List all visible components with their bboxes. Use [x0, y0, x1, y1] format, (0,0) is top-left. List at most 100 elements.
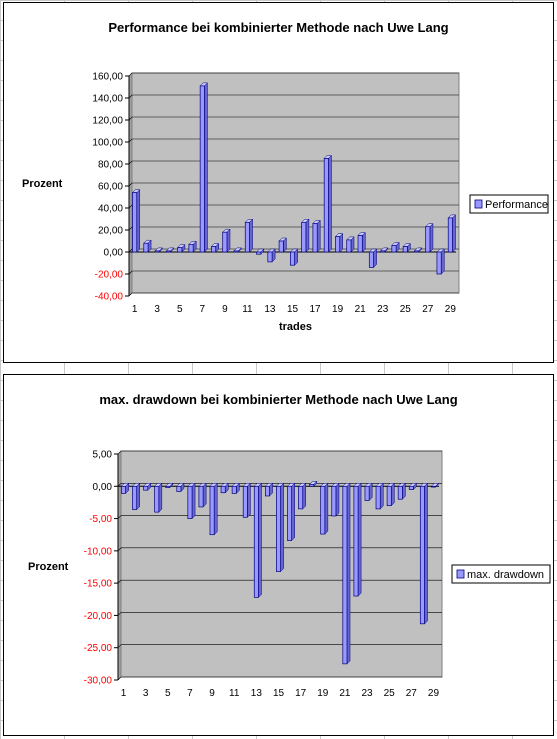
y-tick-label: 0,00: [104, 248, 124, 259]
y-tick-label: -40,00: [95, 292, 124, 303]
bar-side: [136, 482, 140, 511]
bar: [188, 243, 194, 253]
bar-side: [440, 248, 445, 275]
y-tick-label: 120,00: [92, 116, 123, 127]
bar: [290, 251, 295, 266]
bar-side: [291, 482, 295, 542]
bar: [244, 221, 250, 253]
bar: [267, 251, 273, 263]
y-tick-label: -30,00: [84, 676, 113, 687]
legend-box: [469, 194, 549, 214]
bar-side: [452, 214, 456, 253]
legend-swatch: [456, 569, 465, 579]
bar-side: [424, 482, 428, 625]
bar: [320, 485, 326, 535]
bar: [209, 485, 215, 536]
bar: [154, 485, 160, 513]
legend-label: Performance: [485, 199, 548, 211]
bar: [233, 250, 239, 253]
bar: [309, 483, 315, 487]
bar: [220, 485, 226, 494]
x-tick-label: 25: [400, 304, 412, 315]
bar-side: [324, 482, 329, 535]
bar-side: [357, 482, 362, 597]
bar: [242, 485, 248, 518]
performance-chart-panel[interactable]: Performance bei kombinierter Methode nac…: [3, 2, 554, 363]
y-tick-label: 80,00: [98, 160, 123, 171]
bar: [199, 85, 205, 253]
bar: [278, 240, 284, 253]
x-tick-label: 9: [209, 688, 215, 699]
x-tick-label: 23: [361, 688, 373, 699]
bar: [287, 485, 293, 541]
bar: [165, 250, 171, 253]
x-tick-label: 19: [332, 304, 344, 315]
bar: [357, 235, 363, 253]
y-tick-label: -5,00: [89, 514, 112, 525]
bar: [380, 250, 386, 253]
x-tick-label: 25: [384, 688, 396, 699]
bar-side: [249, 218, 253, 253]
drawdown-chart: max. drawdown bei kombinierter Methode n…: [28, 392, 551, 699]
x-tick-label: 17: [295, 688, 307, 699]
x-tick-label: 1: [132, 304, 138, 315]
x-tick-label: 15: [273, 688, 285, 699]
chart-title: max. drawdown bei kombinierter Methode n…: [99, 392, 457, 407]
bar: [425, 226, 431, 253]
bar-side: [226, 228, 231, 253]
bar: [198, 485, 204, 508]
bar: [154, 250, 160, 253]
x-tick-label: 3: [154, 304, 160, 315]
bar: [253, 485, 259, 598]
bar-side: [302, 482, 306, 510]
bar: [231, 485, 237, 494]
x-tick-label: 29: [428, 688, 440, 699]
bar: [402, 246, 408, 253]
bar-side: [305, 218, 310, 253]
bar: [187, 485, 193, 519]
bar: [431, 485, 436, 488]
y-tick-label: 20,00: [98, 226, 123, 237]
chart-title: Performance bei kombinierter Methode nac…: [108, 20, 448, 35]
bar: [364, 485, 370, 501]
y-tick-label: 40,00: [98, 204, 123, 215]
bar: [375, 485, 381, 510]
bar-side: [379, 482, 384, 510]
x-tick-label: 5: [177, 304, 183, 315]
bar: [256, 251, 262, 255]
bar-side: [191, 482, 196, 520]
x-tick-label: 1: [121, 688, 127, 699]
performance-chart: Performance bei kombinierter Methode nac…: [22, 20, 549, 333]
bar-side: [335, 482, 340, 517]
bar: [335, 236, 341, 253]
x-tick-label: 27: [406, 688, 418, 699]
bar: [132, 192, 138, 253]
bar: [165, 485, 171, 488]
bar-side: [258, 482, 262, 598]
bar: [211, 246, 217, 253]
legend: max. drawdown: [451, 564, 551, 584]
gridline-side: [117, 450, 122, 455]
legend-box: [451, 564, 551, 584]
bar: [276, 485, 281, 572]
bar: [177, 247, 183, 253]
bar: [176, 485, 182, 492]
x-tick-label: 3: [143, 688, 149, 699]
bar-side: [213, 482, 218, 536]
bar: [353, 485, 359, 597]
bar: [414, 250, 420, 253]
y-tick-label: 0,00: [93, 482, 113, 493]
bar: [419, 485, 425, 625]
x-tick-label: 5: [165, 688, 171, 699]
x-tick-label: 11: [242, 304, 253, 315]
x-tick-label: 21: [339, 688, 351, 699]
x-tick-label: 7: [200, 304, 206, 315]
bar-side: [346, 482, 351, 665]
bar: [391, 245, 397, 253]
bar: [368, 251, 374, 268]
drawdown-chart-panel[interactable]: max. drawdown bei kombinierter Methode n…: [3, 374, 554, 736]
x-tick-label: 19: [317, 688, 329, 699]
bar: [397, 485, 403, 500]
bar: [323, 158, 329, 253]
bar-side: [158, 482, 163, 513]
